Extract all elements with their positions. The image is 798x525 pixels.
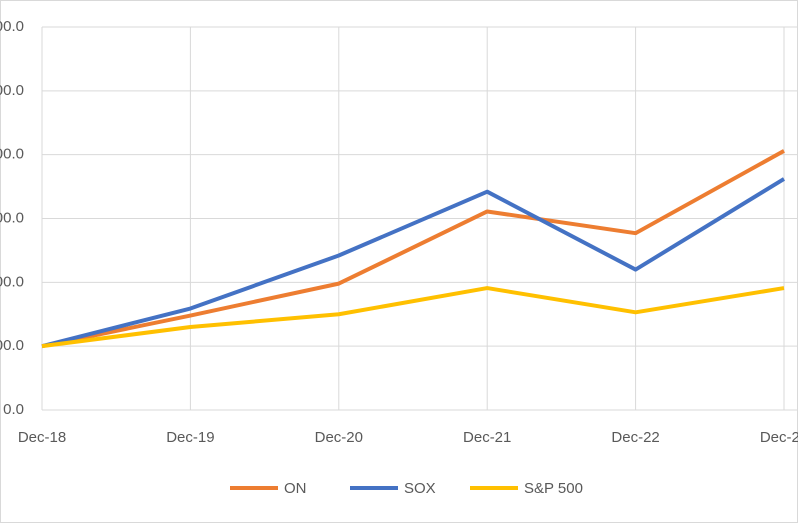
x-tick-label: Dec-20	[315, 429, 363, 446]
x-tick-label: Dec-23	[760, 429, 798, 446]
legend-label: SOX	[404, 480, 436, 497]
series-line	[41, 177, 786, 349]
y-tick-label: 0.0	[3, 401, 24, 418]
y-tick-label: 200.0	[0, 273, 24, 290]
y-tick-label: 300.0	[0, 209, 24, 226]
x-tick-label: Dec-19	[166, 429, 214, 446]
x-tick-label: Dec-22	[611, 429, 659, 446]
y-tick-label: 600.0	[0, 18, 24, 35]
y-tick-label: 100.0	[0, 337, 24, 354]
y-tick-label: 400.0	[0, 146, 24, 163]
legend-label: S&P 500	[524, 480, 583, 497]
y-tick-label: 500.0	[0, 82, 24, 99]
x-tick-label: Dec-18	[18, 429, 66, 446]
series-line	[41, 286, 785, 349]
legend-label: ON	[284, 480, 307, 497]
series-line	[41, 149, 785, 349]
x-tick-label: Dec-21	[463, 429, 511, 446]
